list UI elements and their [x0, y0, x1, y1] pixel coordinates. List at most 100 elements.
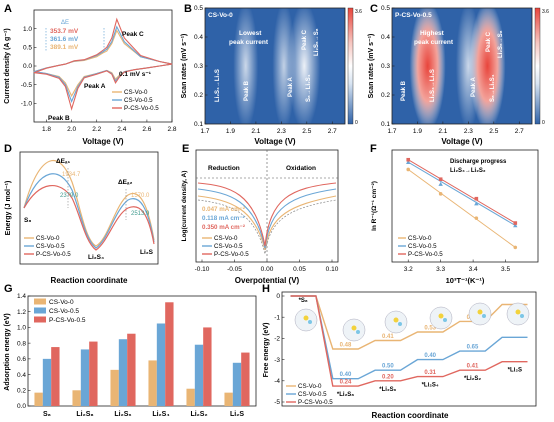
y-tick-label: -1: [274, 314, 280, 321]
x-tick-label: 2.3: [277, 128, 286, 135]
legend-label: CS-Vo-0.5: [49, 308, 79, 315]
panel-b-peak-c: Peak C: [302, 29, 308, 50]
panel-d-s8: S₈: [24, 217, 31, 224]
legend-label: CS-Vo-0: [36, 235, 60, 242]
y-tick-label: 0.6: [17, 356, 26, 363]
y-tick-label: -0.5: [21, 82, 33, 89]
panel-a-cv: 1.8 2.0 2.2 2.4 2.6 2.8 -1.0 -0.5 0.0 0.5 1.0 Volt…: [4, 9, 177, 146]
panel-d-ylabel: Energy (J mol⁻¹): [5, 181, 12, 236]
panel-a-e2: 361.6 mV: [50, 36, 79, 43]
bar: [156, 323, 166, 406]
data-point: [513, 223, 518, 228]
data-point: [513, 245, 518, 250]
step-label: *Li₂S₄: [422, 383, 439, 389]
panel-label-h: H: [262, 283, 270, 295]
y-tick-label: 1.0: [23, 26, 32, 33]
legend-label: CS-Vo-0: [298, 383, 322, 390]
bar: [165, 302, 174, 406]
x-tick-label: -0.10: [195, 266, 210, 273]
panel-g-ylabel: Adsorption energy (eV): [4, 313, 11, 390]
panel-d-barrier2-cs-vo-0: 1570.0: [131, 193, 150, 199]
panel-a-peak-c: Peak C: [122, 31, 144, 38]
panel-b-peak-b: Peak B: [244, 80, 250, 101]
y-tick-label: 0.4: [194, 34, 203, 41]
bar: [232, 362, 242, 406]
legend-swatch: [34, 316, 46, 323]
step-label: *S₈: [299, 298, 308, 304]
bar: [42, 358, 52, 406]
panel-d-xlabel: Reaction coordinate: [51, 276, 128, 285]
bar: [51, 347, 60, 406]
panel-c-heatmap: 1.7 1.9 2.1 2.3 2.5 2.7 0.1 0.2 0.3 0.4 0.5 P-CS-V…: [368, 2, 549, 146]
x-tick-label: 0.00: [261, 266, 274, 273]
legend-label: CS-Vo-0.5: [214, 243, 243, 250]
step-energy-label: 0.41: [467, 364, 479, 370]
y-tick-label: 0.0: [17, 403, 26, 410]
panel-f-note-1: Discharge progress: [450, 159, 507, 165]
x-tick-label: 2.1: [251, 128, 260, 135]
y-tick-label: 0: [276, 293, 280, 300]
panel-b-reac-a: S₈→Li₂S₄: [306, 74, 312, 102]
panel-b-reac-c: Li₂S₆→S₈: [314, 28, 320, 56]
free-energy-path: [290, 295, 528, 350]
panel-a-e3: 389.1 mV: [50, 44, 79, 51]
x-tick-label: 3.3: [436, 266, 445, 273]
y-tick-label: 0.4: [381, 34, 390, 41]
heatmap-peak-band: [409, 2, 446, 130]
bar: [148, 360, 157, 406]
x-tick-label: -0.05: [227, 266, 242, 273]
x-tick-label: 3.5: [501, 266, 510, 273]
y-tick-label: 0.2: [194, 92, 203, 99]
panel-b-peak-a: Peak A: [288, 77, 294, 97]
panel-a-xlabel: Voltage (V): [82, 137, 124, 146]
data-point: [438, 192, 443, 196]
panel-h-free-energy: -5-4-3-2-100.480.410.530.830.400.500.400…: [263, 291, 537, 420]
step-label: *Li₂S: [508, 368, 522, 374]
y-tick-label: 0.8: [17, 340, 26, 347]
fit-line: [407, 159, 516, 224]
y-tick-label: 0.1: [194, 121, 203, 128]
heatmap-peak-band: [288, 2, 321, 130]
bar: [186, 388, 195, 406]
step-label: *Li₂S₂: [464, 376, 481, 382]
bar: [72, 390, 81, 406]
panel-a-peak-a: Peak A: [84, 83, 106, 90]
x-tick-label: 2.5: [489, 128, 498, 135]
step-energy-label: 0.48: [340, 343, 352, 349]
panel-c-cbar-max: 3.6: [542, 9, 549, 15]
panel-c-peak-b: Peak B: [401, 80, 407, 101]
legend-label: CS-Vo-0.5: [298, 391, 327, 398]
legend-label: P-CS-Vo-0.5: [124, 105, 159, 112]
step-energy-label: 0.20: [382, 374, 394, 380]
panel-a-rate: 0.1 mV s⁻¹: [119, 71, 151, 78]
panel-f-note-2: Li₂S₄→Li₂S₂: [450, 168, 486, 174]
data-point: [438, 181, 443, 186]
panel-f-ylabel: ln R⁻¹(Ω⁻¹ cm⁻²): [371, 181, 378, 231]
panel-label-b: B: [184, 3, 192, 15]
y-tick-label: 0.5: [23, 45, 32, 52]
panel-e-region-reduction: Reduction: [208, 165, 240, 172]
panel-c-reac-b: Li₂S₄→Li₂S: [430, 69, 436, 102]
bar: [224, 392, 233, 406]
panel-label-a: A: [4, 3, 12, 15]
panel-c-xlabel: Voltage (V): [441, 137, 483, 146]
bar: [127, 333, 136, 406]
panel-label-g: G: [4, 283, 13, 295]
panel-c-note-1: Highest: [420, 30, 445, 37]
x-tick-label: Li₂S₆: [114, 411, 131, 418]
y-tick-label: 0.3: [194, 63, 203, 70]
panel-h-ylabel: Free energy (eV): [263, 323, 270, 378]
y-tick-label: 0.0: [23, 63, 32, 70]
bar: [110, 369, 119, 406]
bar: [241, 352, 250, 406]
data-point: [406, 157, 411, 162]
y-tick-label: 0.2: [17, 387, 26, 394]
y-tick-label: -2: [274, 336, 280, 343]
panel-b-xlabel: Voltage (V): [254, 137, 296, 146]
y-tick-label: 1.4: [17, 293, 26, 300]
panel-d-barrier1-cs-vo-05: 2379.0: [60, 193, 79, 199]
x-tick-label: 1.8: [42, 126, 51, 133]
x-tick-label: 2.2: [92, 126, 101, 133]
panel-d-curve-p-cs-vo-05: [23, 184, 155, 251]
data-point: [438, 177, 443, 182]
